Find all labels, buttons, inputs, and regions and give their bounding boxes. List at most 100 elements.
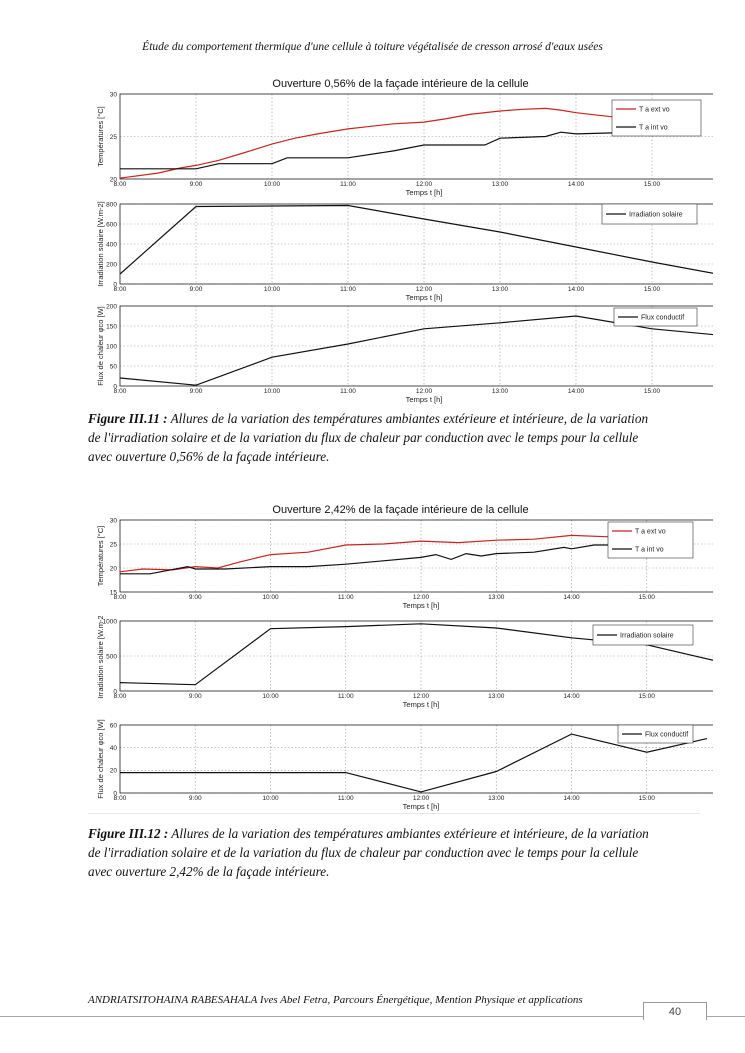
legend-label: T a ext vo	[635, 529, 666, 536]
x-tick-label: 10:00	[264, 388, 281, 395]
figure-title: Ouverture 2,42% de la façade intérieure …	[272, 504, 529, 516]
footer-author: ANDRIATSITOHAINA RABESAHALA Ives Abel Fe…	[88, 994, 583, 1006]
legend: T a ext vo T a int vo	[607, 521, 694, 559]
x-tick-label: 14:00	[563, 693, 580, 700]
x-tick-label: 15:00	[644, 181, 661, 188]
x-tick-label: 14:00	[563, 594, 580, 601]
legend-label: Flux conductif	[645, 732, 688, 739]
y-tick-label: 20	[110, 176, 118, 183]
legend-label: Irradiation solaire	[629, 212, 683, 219]
legend-box	[611, 99, 702, 137]
x-tick-label: 11:00	[338, 795, 354, 802]
legend-label: T a ext vo	[639, 107, 670, 114]
x-tick-label: 15:00	[639, 594, 656, 601]
x-tick-label: 13:00	[492, 286, 509, 293]
y-tick-label: 0	[113, 383, 117, 390]
legend-label: Irradiation solaire	[620, 633, 674, 640]
x-axis-label: Temps t [h]	[403, 700, 440, 709]
y-tick-label: 20	[110, 565, 118, 572]
x-axis-label: Temps t [h]	[403, 601, 440, 610]
y-tick-label: 20	[110, 768, 118, 775]
plot-frame	[119, 519, 713, 593]
legend-box	[601, 203, 698, 225]
y-tick-label: 25	[110, 134, 118, 141]
x-tick-label: 11:00	[338, 693, 354, 700]
series-line-t-a-ext-vo	[119, 534, 677, 573]
divider	[88, 813, 700, 814]
y-tick-label: 500	[106, 653, 117, 660]
x-tick-label: 10:00	[262, 594, 279, 601]
caption-label: Figure III.12 :	[88, 826, 169, 841]
x-tick-label: 10:00	[264, 286, 281, 293]
x-tick-label: 14:00	[568, 181, 585, 188]
series-line-flux-conductif	[120, 733, 708, 793]
y-tick-label: 25	[110, 541, 118, 548]
x-tick-label: 14:00	[568, 286, 585, 293]
x-tick-label: 12:00	[416, 286, 433, 293]
y-tick-label: 400	[106, 241, 117, 248]
x-tick-label: 11:00	[338, 594, 354, 601]
legend: T a ext vo T a int vo	[611, 99, 702, 137]
y-tick-label: 60	[110, 722, 118, 729]
figure-caption-iii-12: Figure III.12 : Allures de la variation …	[88, 824, 663, 881]
caption-label: Figure III.11 :	[88, 411, 168, 426]
y-tick-label: 200	[106, 303, 117, 310]
x-tick-label: 9:00	[189, 693, 202, 700]
x-tick-label: 8:00	[114, 693, 127, 700]
legend-box	[613, 307, 698, 327]
x-tick-label: 14:00	[563, 795, 580, 802]
x-tick-label: 13:00	[488, 594, 505, 601]
x-tick-label: 9:00	[189, 795, 202, 802]
x-tick-label: 13:00	[492, 388, 509, 395]
x-tick-label: 15:00	[639, 795, 656, 802]
x-tick-label: 12:00	[416, 181, 433, 188]
y-tick-label: 30	[110, 91, 118, 98]
figure-title: Ouverture 0,56% de la façade intérieure …	[272, 78, 529, 90]
caption-text: Allures de la variation des températures…	[88, 411, 649, 464]
legend: Flux conductif	[613, 307, 698, 327]
legend-label: T a int vo	[635, 547, 664, 554]
y-tick-label: 30	[110, 517, 118, 524]
plot-frame	[119, 620, 713, 692]
legend: Flux conductif	[617, 724, 694, 744]
y-tick-label: 150	[106, 323, 117, 330]
y-tick-label: 0	[113, 281, 117, 288]
y-tick-label: 15	[110, 589, 118, 596]
y-tick-label: 800	[106, 201, 117, 208]
series-line-flux-conductif	[119, 315, 713, 386]
legend-label: Flux conductif	[641, 315, 684, 322]
plot-frame	[119, 93, 713, 180]
x-tick-label: 14:00	[568, 388, 585, 395]
x-tick-label: 10:00	[264, 181, 281, 188]
y-tick-label: 600	[106, 221, 117, 228]
figure-iii-12: Ouverture 2,42% de la façade intérieure …	[88, 504, 713, 819]
legend-box	[592, 624, 694, 646]
x-tick-label: 11:00	[340, 286, 356, 293]
figure-iii-11: Ouverture 0,56% de la façade intérieure …	[88, 78, 713, 407]
chart-irradiation-1: 8:009:0010:0011:0012:0013:0014:0015:0016…	[96, 201, 713, 302]
x-tick-label: 13:00	[488, 795, 505, 802]
y-tick-label: 0	[113, 688, 117, 695]
x-tick-label: 9:00	[190, 181, 203, 188]
x-tick-label: 8:00	[114, 795, 127, 802]
y-tick-label: 40	[110, 745, 118, 752]
x-tick-label: 12:00	[413, 693, 430, 700]
y-tick-label: 200	[106, 261, 117, 268]
y-axis-label: Flux de chaleur φco [W]	[96, 719, 105, 798]
chart-temperatures-2: 8:009:0010:0011:0012:0013:0014:0015:0016…	[96, 517, 713, 610]
plot-frame	[119, 724, 713, 794]
y-tick-label: 0	[113, 790, 117, 797]
x-tick-label: 8:00	[114, 286, 127, 293]
x-tick-label: 10:00	[262, 795, 279, 802]
x-axis-label: Temps t [h]	[406, 293, 443, 302]
plot-grid	[119, 93, 713, 180]
chart-temperatures-1: 8:009:0010:0011:0012:0013:0014:0015:0016…	[96, 91, 713, 197]
plot-frame	[119, 305, 713, 387]
y-axis-label: Irradiation solaire [W.m-2]	[96, 616, 105, 699]
running-head: Étude du comportement thermique d'une ce…	[142, 41, 603, 53]
footer-rule	[0, 1016, 745, 1017]
chart-irradiation-2: 8:009:0010:0011:0012:0013:0014:0015:0016…	[96, 616, 713, 709]
y-axis-label: Flux de chaleur φco [W]	[96, 306, 105, 385]
series-line-t-a-int-vo	[120, 131, 675, 170]
x-axis-label: Temps t [h]	[406, 188, 443, 197]
